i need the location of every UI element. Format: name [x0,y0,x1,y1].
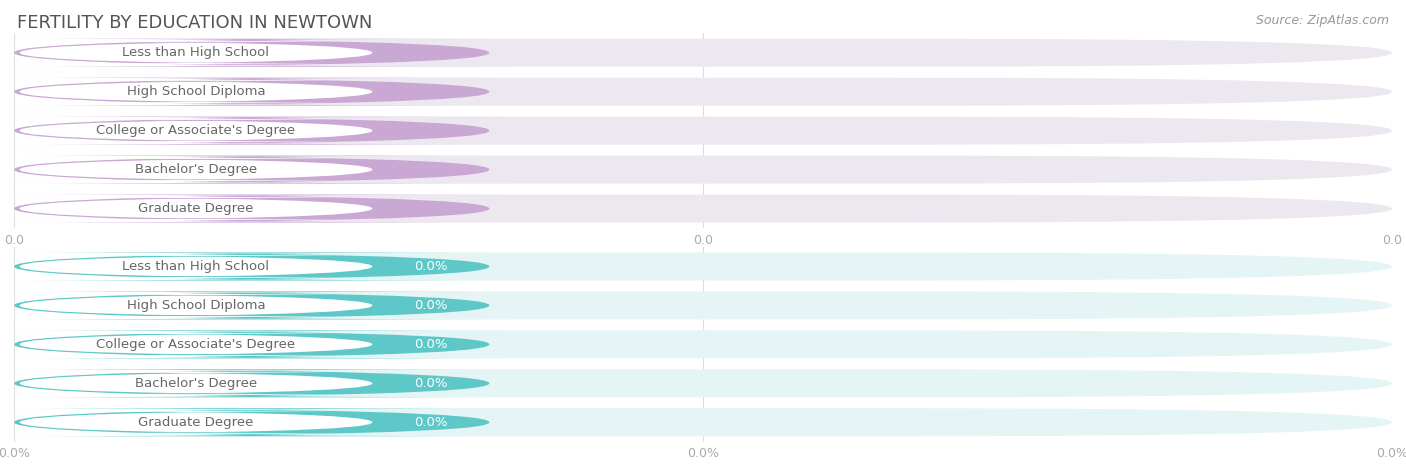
FancyBboxPatch shape [0,155,510,184]
FancyBboxPatch shape [14,77,1392,106]
FancyBboxPatch shape [0,372,426,395]
FancyBboxPatch shape [0,408,510,437]
Text: 0.0%: 0.0% [415,299,447,312]
Text: Bachelor's Degree: Bachelor's Degree [135,163,257,176]
FancyBboxPatch shape [0,158,426,181]
FancyBboxPatch shape [0,194,510,223]
FancyBboxPatch shape [14,194,1392,223]
Text: Less than High School: Less than High School [122,46,270,59]
Text: 0.0%: 0.0% [415,416,447,429]
FancyBboxPatch shape [14,369,1392,398]
Text: College or Associate's Degree: College or Associate's Degree [97,124,295,137]
Text: 0.0%: 0.0% [415,260,447,273]
FancyBboxPatch shape [0,77,510,106]
FancyBboxPatch shape [14,291,1392,320]
FancyBboxPatch shape [0,294,426,317]
FancyBboxPatch shape [14,252,1392,281]
FancyBboxPatch shape [0,255,426,278]
Text: Less than High School: Less than High School [122,260,270,273]
Text: 0.0: 0.0 [420,163,441,176]
FancyBboxPatch shape [0,38,510,67]
Text: 0.0: 0.0 [420,46,441,59]
Text: Graduate Degree: Graduate Degree [138,202,253,215]
FancyBboxPatch shape [0,80,426,103]
FancyBboxPatch shape [0,291,510,320]
FancyBboxPatch shape [14,116,1392,145]
Text: College or Associate's Degree: College or Associate's Degree [97,338,295,351]
Text: 0.0%: 0.0% [415,377,447,390]
FancyBboxPatch shape [0,411,426,434]
FancyBboxPatch shape [14,408,1392,437]
Text: FERTILITY BY EDUCATION IN NEWTOWN: FERTILITY BY EDUCATION IN NEWTOWN [17,14,373,32]
FancyBboxPatch shape [0,119,426,142]
Text: 0.0: 0.0 [420,202,441,215]
Text: 0.0: 0.0 [420,85,441,98]
Text: High School Diploma: High School Diploma [127,85,266,98]
FancyBboxPatch shape [0,116,510,145]
FancyBboxPatch shape [0,197,426,220]
Text: Bachelor's Degree: Bachelor's Degree [135,377,257,390]
FancyBboxPatch shape [0,369,510,398]
Text: Graduate Degree: Graduate Degree [138,416,253,429]
Text: High School Diploma: High School Diploma [127,299,266,312]
FancyBboxPatch shape [0,330,510,359]
FancyBboxPatch shape [0,252,510,281]
FancyBboxPatch shape [14,155,1392,184]
FancyBboxPatch shape [0,333,426,356]
Text: Source: ZipAtlas.com: Source: ZipAtlas.com [1256,14,1389,27]
FancyBboxPatch shape [14,330,1392,359]
FancyBboxPatch shape [14,38,1392,67]
Text: 0.0: 0.0 [420,124,441,137]
Text: 0.0%: 0.0% [415,338,447,351]
FancyBboxPatch shape [0,41,426,64]
